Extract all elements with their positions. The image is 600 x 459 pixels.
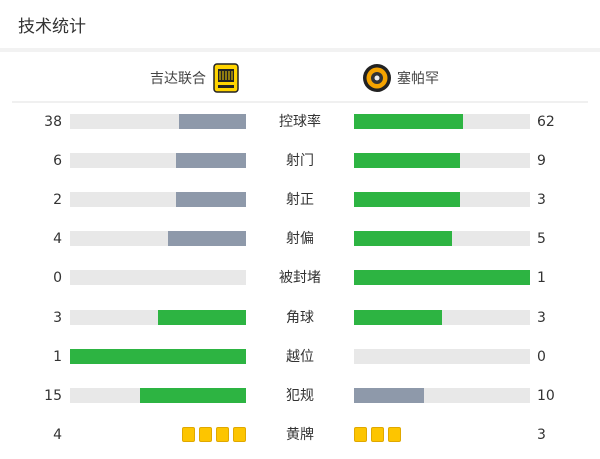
away-bar-fill [354,192,460,207]
home-bar-fill [175,192,246,207]
away-bar [354,231,530,246]
stat-label: 黄牌 [286,427,314,443]
home-bar-fill [167,231,246,246]
stat-row: 4 射偏 5 [0,229,600,249]
away-bar-fill [354,114,464,129]
home-bar-fill [140,388,246,403]
divider [12,101,588,103]
stat-row: 0 被封堵 1 [0,268,600,288]
stat-label: 射门 [286,153,314,169]
stat-row-yellow-cards: 4 黄牌 3 [0,425,600,445]
divider [0,48,600,52]
yellow-card-icon [388,427,401,442]
stat-label: 犯规 [286,388,314,404]
away-value: 10 [537,388,555,404]
home-yellow-cards [182,427,246,442]
yellow-card-icon [199,427,212,442]
away-bar [354,349,530,364]
stat-label: 控球率 [279,114,321,130]
away-bar [354,310,530,325]
home-bar [70,270,246,285]
yellow-card-icon [371,427,384,442]
home-bar [70,153,246,168]
yellow-card-icon [354,427,367,442]
home-team-name: 吉达联合 [150,71,206,87]
away-value: 62 [537,114,555,130]
home-value: 38 [44,114,62,130]
away-value: 0 [537,349,546,365]
stat-label: 射正 [286,192,314,208]
yellow-card-icon [216,427,229,442]
away-bar [354,192,530,207]
away-team-name: 塞帕罕 [397,71,439,87]
away-bar [354,270,530,285]
stat-row: 3 角球 3 [0,308,600,328]
away-value: 9 [537,153,546,169]
yellow-card-icon [182,427,195,442]
stat-label: 被封堵 [279,270,321,286]
home-bar-fill [158,310,246,325]
away-bar-fill [354,153,460,168]
home-bar [70,231,246,246]
sepahan-crest-icon [363,64,391,92]
away-bar-fill [354,310,442,325]
stat-row: 6 射门 9 [0,151,600,171]
home-value: 2 [53,192,62,208]
home-value: 1 [53,349,62,365]
home-value: 15 [44,388,62,404]
stat-label: 射偏 [286,231,314,247]
away-value: 5 [537,231,546,247]
home-bar-fill [175,153,246,168]
stat-row: 38 控球率 62 [0,112,600,132]
home-value: 3 [53,310,62,326]
home-team[interactable]: 吉达联合 [150,63,240,93]
stat-label: 越位 [286,349,314,365]
home-bar [70,310,246,325]
away-bar [354,388,530,403]
stat-row: 15 犯规 10 [0,386,600,406]
stat-row: 2 射正 3 [0,190,600,210]
away-value: 3 [537,310,546,326]
home-bar-fill [70,349,246,364]
away-value: 1 [537,270,546,286]
home-bar-fill [179,114,246,129]
home-value: 4 [53,231,62,247]
away-bar-fill [354,231,452,246]
page-title: 技术统计 [18,17,86,37]
away-yellow-cards [354,427,401,442]
away-bar [354,114,530,129]
home-bar [70,192,246,207]
away-value: 3 [537,427,546,443]
away-team[interactable]: 塞帕罕 [362,63,439,93]
away-bar-fill [354,388,425,403]
away-bar [354,153,530,168]
away-bar-fill [354,270,530,285]
home-bar [70,114,246,129]
home-value: 6 [53,153,62,169]
yellow-card-icon [233,427,246,442]
stat-row: 1 越位 0 [0,347,600,367]
home-value: 0 [53,270,62,286]
home-bar [70,388,246,403]
home-bar [70,349,246,364]
ittihad-crest-icon [213,63,239,93]
away-value: 3 [537,192,546,208]
home-value: 4 [53,427,62,443]
stat-label: 角球 [286,310,314,326]
